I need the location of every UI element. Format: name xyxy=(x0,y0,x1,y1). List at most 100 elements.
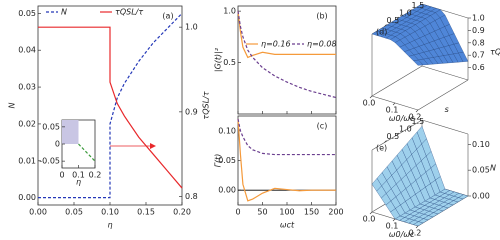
x-tick-label: 0.2 xyxy=(409,229,422,238)
z-axis-label: τQSL/τ xyxy=(490,48,500,57)
series-line xyxy=(237,118,336,202)
y-tick xyxy=(409,125,412,128)
x-tick-label: 0.0 xyxy=(363,99,376,108)
z-tick-label: 0.9 xyxy=(472,26,485,35)
y-axis-label: Γ(t) xyxy=(214,154,223,168)
x-axis-label: ω0/ωc xyxy=(389,114,415,123)
y-tick-label: 0.00 xyxy=(18,193,36,202)
z-tick-label: 0.00 xyxy=(472,192,490,201)
x-tick-label: 0.20 xyxy=(173,208,191,217)
x-tick-label: 0.1 xyxy=(72,171,85,180)
x-tick xyxy=(415,109,419,113)
x-tick xyxy=(369,211,373,215)
y2-axis-label: τQSL/τ xyxy=(202,91,211,119)
x-tick-label: 150 xyxy=(304,208,319,217)
x-tick-label: 0.15 xyxy=(137,208,155,217)
y-axis-label: N xyxy=(8,102,17,108)
y-tick-label: 0.02 xyxy=(18,119,36,128)
inset-shade xyxy=(62,120,79,144)
y-tick-label: 0.05 xyxy=(42,122,60,131)
axis-edge xyxy=(371,65,423,97)
x-tick-label: 0.1 xyxy=(386,106,399,115)
arrow-head xyxy=(150,143,156,149)
y-tick-label: 1.5 xyxy=(412,1,425,10)
axis-edge xyxy=(421,65,469,81)
y-tick-label: 0.03 xyxy=(18,83,36,92)
x-axis-label: ωct xyxy=(280,221,295,230)
series-line xyxy=(237,11,337,99)
z-tick-label: 0.10 xyxy=(472,140,490,149)
y-tick-label: -0.05 xyxy=(39,157,60,166)
x-tick-label: 0.05 xyxy=(65,208,83,217)
y-tick-label: 0.00 xyxy=(218,186,236,195)
x-tick xyxy=(415,225,419,229)
z-tick-label: 0.8 xyxy=(472,38,485,47)
x-tick-label: 0.10 xyxy=(101,208,119,217)
x-tick-label: 0.1 xyxy=(386,222,399,231)
x-tick-label: 0.2 xyxy=(89,171,102,180)
series-line xyxy=(38,12,183,199)
y2-tick-label: 0.8 xyxy=(185,192,198,201)
z-tick-label: 0.7 xyxy=(472,51,485,60)
x-axis-label: η xyxy=(76,178,81,187)
series-line xyxy=(78,143,96,162)
x-axis-label: ω0/ωc xyxy=(389,230,415,239)
y-tick-label: 0.04 xyxy=(18,46,36,55)
legend-label: N xyxy=(61,8,67,17)
series-line xyxy=(38,26,183,189)
axis-edge xyxy=(421,119,469,135)
y-axis-label: s xyxy=(445,105,449,114)
series-line xyxy=(237,11,336,59)
y-tick-label: 0.10 xyxy=(218,126,236,135)
z-tick-label: 0.6 xyxy=(472,63,485,72)
panel-label: (e) xyxy=(376,144,387,153)
y2-tick-label: 0.9 xyxy=(185,107,198,116)
y-tick-label: 1.0 xyxy=(399,9,412,18)
x-tick xyxy=(392,102,396,106)
x-axis-label: η xyxy=(107,221,112,230)
y-tick-label: 0 xyxy=(55,140,60,149)
y-tick xyxy=(384,24,387,27)
x-tick-label: 0 xyxy=(235,208,240,217)
y2-tick-label: 1.0 xyxy=(185,23,198,32)
y-tick-label: 0.05 xyxy=(218,156,236,165)
legend-label: τQSL/τ xyxy=(115,8,143,17)
y-tick-label: 0.01 xyxy=(18,156,36,165)
axis-edge xyxy=(417,79,469,111)
x-tick-label: 200 xyxy=(328,208,343,217)
z-tick-label: 1.0 xyxy=(472,14,485,23)
x-tick-label: 0.2 xyxy=(409,113,422,122)
x-tick xyxy=(392,218,396,222)
legend-label: η=0.16 xyxy=(261,40,291,49)
y-tick xyxy=(396,16,400,20)
y-tick xyxy=(384,140,387,143)
y-tick-label: 1.0 xyxy=(223,7,236,16)
y-tick xyxy=(396,132,400,136)
x-tick-label: 0 xyxy=(59,171,64,180)
x-tick-label: 0.00 xyxy=(29,208,47,217)
legend-label: η=0.08 xyxy=(307,40,337,49)
x-tick-label: 100 xyxy=(279,208,294,217)
series-line xyxy=(237,118,336,156)
y-tick-label: 0.5 xyxy=(223,58,236,67)
x-tick-label: 50 xyxy=(257,208,267,217)
panel-b-frame xyxy=(237,5,337,115)
y-tick-label: 0.05 xyxy=(18,9,36,18)
panel-label: (b) xyxy=(316,12,327,21)
y-tick-label: 1.0 xyxy=(399,125,412,134)
z-axis-label: N xyxy=(490,164,496,173)
panel-label: (d) xyxy=(376,28,387,37)
x-tick-label: 0.0 xyxy=(363,215,376,224)
y-tick-label: 0.5 xyxy=(387,132,400,141)
y-axis-label: |G(t)|² xyxy=(214,47,223,72)
z-tick-label: 0.05 xyxy=(472,166,490,175)
panel-label: (c) xyxy=(317,122,328,131)
surface-cell xyxy=(371,30,382,36)
y-tick-label: 0.5 xyxy=(387,16,400,25)
panel-label: (a) xyxy=(162,12,173,21)
y-tick-label: 1.5 xyxy=(412,117,425,126)
x-tick xyxy=(369,95,373,99)
surface-cell xyxy=(371,178,382,192)
y-tick xyxy=(409,9,412,12)
